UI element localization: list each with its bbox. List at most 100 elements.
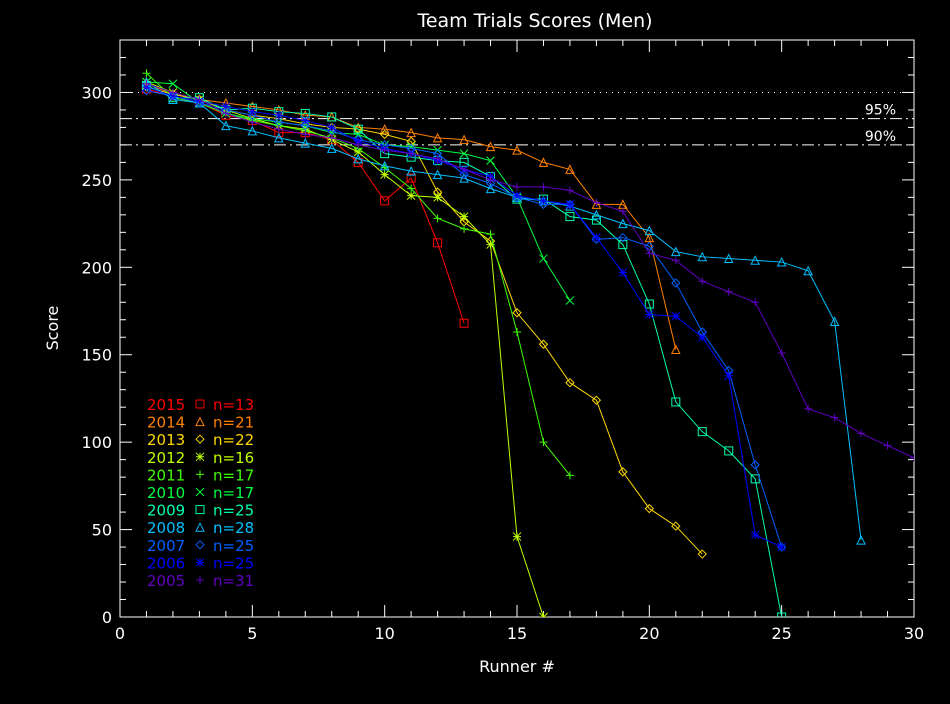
data-point-2005 xyxy=(830,413,839,422)
data-point-2013 xyxy=(697,549,707,559)
legend-count: n=22 xyxy=(213,431,254,449)
data-point-2006 xyxy=(724,371,734,381)
data-point-2008 xyxy=(459,173,469,183)
data-point-2007 xyxy=(300,120,310,131)
legend-marker-2013 xyxy=(195,434,205,444)
data-point-2013 xyxy=(671,521,681,531)
data-point-2005 xyxy=(248,118,257,127)
data-point-2005 xyxy=(195,95,204,104)
legend-year: 2007 xyxy=(147,537,185,555)
data-point-2006 xyxy=(618,268,628,277)
data-point-2014 xyxy=(459,134,469,145)
data-point-2005 xyxy=(698,277,707,286)
series-2011 xyxy=(142,69,574,480)
data-point-2010 xyxy=(168,79,178,89)
data-point-2014 xyxy=(565,164,575,174)
data-point-2015 xyxy=(406,173,416,183)
data-point-2008 xyxy=(591,209,602,220)
data-point-2014 xyxy=(379,124,390,134)
data-point-2012 xyxy=(512,532,522,541)
data-point-2008 xyxy=(750,255,761,265)
data-point-2005 xyxy=(407,149,416,158)
data-point-2015 xyxy=(459,318,469,328)
data-point-2009 xyxy=(591,215,601,225)
legend-marker-2005 xyxy=(196,576,204,584)
legend-year: 2014 xyxy=(147,414,185,432)
data-point-2005 xyxy=(618,207,627,216)
data-point-2006 xyxy=(644,310,654,319)
chart-title: Team Trials Scores (Men) xyxy=(416,10,652,32)
x-tick-label: 25 xyxy=(771,624,791,643)
data-point-2012 xyxy=(539,612,548,617)
series-line-2012 xyxy=(146,81,544,617)
y-tick-label: 300 xyxy=(81,83,112,102)
data-point-2008 xyxy=(618,218,628,229)
x-tick-label: 5 xyxy=(247,624,257,643)
data-point-2014 xyxy=(591,199,602,209)
legend-count: n=17 xyxy=(213,484,254,502)
data-point-2008 xyxy=(273,132,284,143)
legend-marker-2009 xyxy=(195,505,205,515)
data-point-2005 xyxy=(221,109,230,118)
legend-marker-2006 xyxy=(195,558,205,567)
data-point-2005 xyxy=(274,125,283,134)
data-point-2013 xyxy=(538,339,549,349)
data-point-2005 xyxy=(724,287,733,296)
data-point-2011 xyxy=(142,69,151,78)
data-point-2005 xyxy=(910,453,914,462)
data-point-2012 xyxy=(380,170,390,179)
data-point-2010 xyxy=(486,156,495,165)
data-point-2005 xyxy=(327,133,336,142)
data-point-2005 xyxy=(380,146,389,155)
data-point-2008 xyxy=(829,316,840,327)
data-point-2006 xyxy=(777,542,787,552)
data-point-2015 xyxy=(433,238,443,248)
data-point-2010 xyxy=(565,296,575,305)
data-point-2008 xyxy=(485,183,496,194)
x-tick-label: 20 xyxy=(639,624,659,643)
data-point-2014 xyxy=(670,344,681,354)
data-point-2009 xyxy=(327,112,337,122)
data-point-2014 xyxy=(406,127,416,138)
data-point-2011 xyxy=(460,224,469,233)
series-2005 xyxy=(142,79,914,462)
data-point-2010 xyxy=(459,149,469,159)
legend-year: 2012 xyxy=(147,449,185,467)
data-point-2006 xyxy=(750,530,760,540)
data-point-2008 xyxy=(353,153,364,164)
data-point-2014 xyxy=(512,145,522,155)
y-axis-label: Score xyxy=(43,306,62,351)
data-point-2013 xyxy=(618,467,628,477)
data-point-2005 xyxy=(645,249,654,258)
y-tick-label: 250 xyxy=(81,171,112,190)
x-tick-label: 10 xyxy=(374,624,394,643)
data-point-2005 xyxy=(857,429,866,438)
data-point-2015 xyxy=(380,196,390,206)
data-point-2012 xyxy=(459,212,469,221)
data-point-2008 xyxy=(432,169,443,180)
x-tick-label: 15 xyxy=(507,624,527,643)
data-point-2011 xyxy=(513,327,521,336)
reference-line-label: 90% xyxy=(865,129,896,145)
data-point-2005 xyxy=(486,175,495,184)
data-point-2005 xyxy=(539,182,548,191)
data-point-2005 xyxy=(565,186,574,195)
data-point-2005 xyxy=(592,198,601,207)
data-point-2005 xyxy=(433,154,442,163)
legend-year: 2013 xyxy=(147,431,185,449)
series-line-2014 xyxy=(146,83,677,350)
x-axis-label: Runner # xyxy=(479,657,555,676)
data-point-2005 xyxy=(883,441,892,450)
data-point-2005 xyxy=(751,298,760,307)
data-point-2006 xyxy=(671,311,681,321)
data-point-2013 xyxy=(644,503,655,514)
data-point-2007 xyxy=(618,232,628,243)
data-point-2009 xyxy=(353,124,363,134)
data-point-2011 xyxy=(539,438,548,447)
legend-marker-2007 xyxy=(195,540,205,550)
x-tick-label: 30 xyxy=(904,624,924,643)
data-point-2008 xyxy=(697,251,708,262)
y-tick-label: 50 xyxy=(92,521,112,540)
data-point-2009 xyxy=(724,446,734,456)
